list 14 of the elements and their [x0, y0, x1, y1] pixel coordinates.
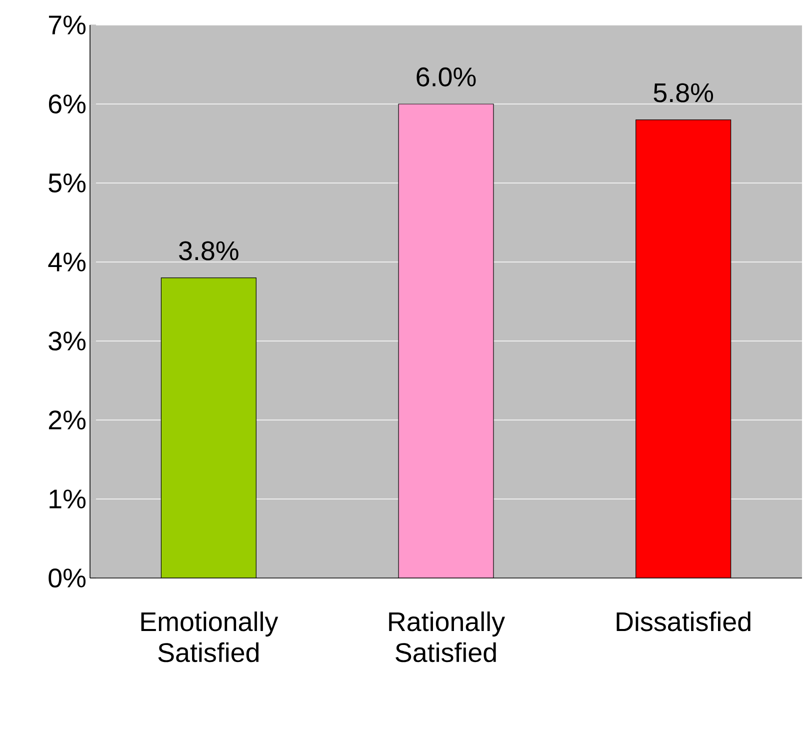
data-label: 3.8%: [179, 241, 238, 260]
y-tick-label: 1%: [50, 490, 86, 508]
y-tick-label: 7%: [48, 16, 86, 34]
y-tick-label: 0%: [48, 568, 86, 588]
y-tick-label: 4%: [48, 252, 86, 272]
y-tick-label: 3%: [48, 331, 86, 351]
x-tick-label: Dissatisfied: [616, 611, 750, 632]
x-tick-label: Emotionally Satisfied: [141, 611, 278, 662]
y-tick-label: 6%: [48, 94, 86, 114]
x-tick-label: Rationally Satisfied: [389, 611, 505, 662]
y-tick-label: 2%: [48, 410, 86, 430]
data-label: 5.8%: [654, 83, 714, 102]
data-label: 6.0%: [416, 67, 476, 86]
y-tick-label: 5%: [48, 174, 86, 192]
